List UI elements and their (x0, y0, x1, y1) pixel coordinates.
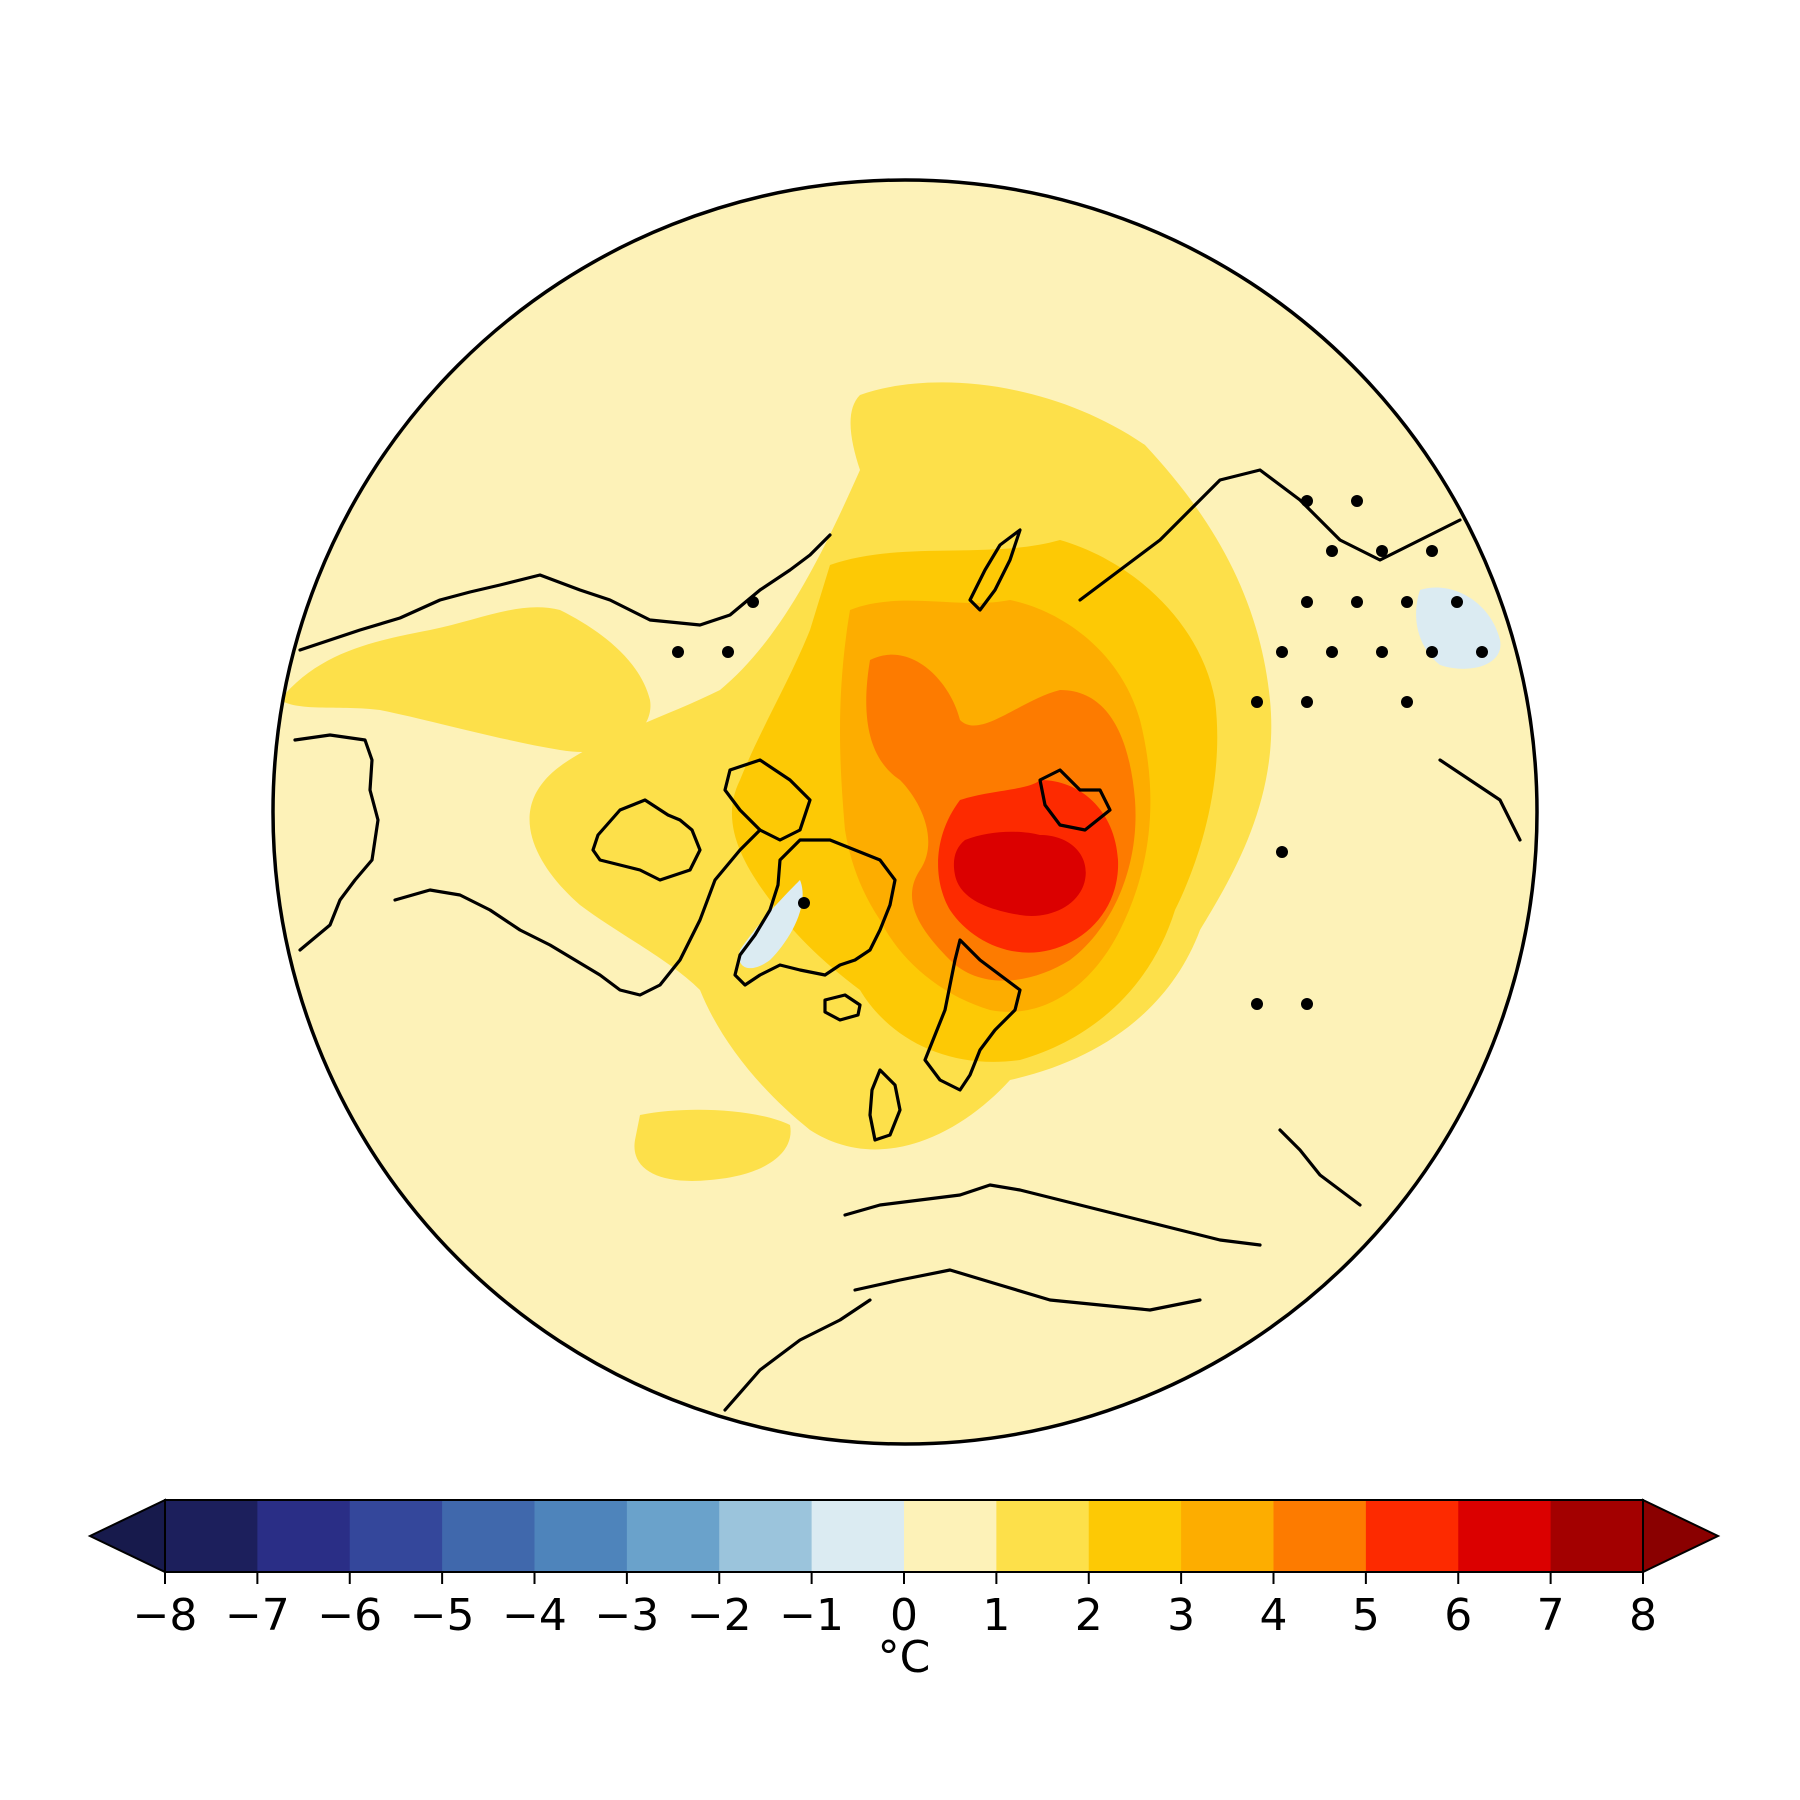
coastline-east-canada (393, 828, 762, 997)
stipple-dot (1326, 545, 1338, 557)
stipple-dot (1301, 696, 1313, 708)
colorbar-cell (257, 1500, 351, 1572)
stipple-dot (1276, 646, 1288, 658)
coastline-britain (868, 1068, 902, 1142)
coastline-kamchatka (1438, 758, 1522, 842)
coastline-alaska (293, 733, 380, 952)
colorbar-cell (719, 1500, 813, 1572)
coastline-north-america (298, 533, 832, 652)
colorbar-cell (626, 1500, 720, 1572)
colorbar-cell (1273, 1500, 1367, 1572)
coastline-iceland (823, 993, 862, 1022)
stipple-dot (1401, 696, 1413, 708)
stipple-dot (1251, 998, 1263, 1010)
colorbar-tick-label: 5 (1352, 1590, 1380, 1641)
colorbar-tick-label: −5 (410, 1590, 475, 1641)
map-border (271, 178, 1539, 1446)
coastlines (293, 468, 1522, 1412)
stipple-dot (1276, 846, 1288, 858)
colorbar-cells (165, 1500, 1644, 1572)
colorbar-tick-label: 4 (1260, 1590, 1288, 1641)
stipple-dot (1301, 495, 1313, 507)
map-disk (271, 178, 1539, 1446)
stipple-dot (672, 646, 684, 658)
stipple-dot (1476, 646, 1488, 658)
colorbar-cell (442, 1500, 535, 1572)
anomaly-region-cooling-greenland (739, 880, 803, 969)
coastline-africa (723, 1298, 872, 1412)
coastline-arctic-archipelago (723, 758, 812, 842)
stipple-dot (1251, 696, 1263, 708)
colorbar-tick-label: 0 (890, 1590, 918, 1641)
colorbar-ticks: −8 −7 −6 −5 −4 −3 −2 −1 0 1 2 3 4 5 6 7 8 (133, 1572, 1657, 1641)
colorbar-cell (534, 1500, 628, 1572)
stipple-dot (1401, 596, 1413, 608)
colorbar-cell (811, 1500, 905, 1572)
colorbar-tick-label: 8 (1629, 1590, 1657, 1641)
colorbar-cell (165, 1500, 258, 1572)
coastline-mediterranean (853, 1268, 1202, 1312)
colorbar: −8 −7 −6 −5 −4 −3 −2 −1 0 1 2 3 4 5 6 7 8 °C (87, 1498, 1721, 1683)
stipple-dot (722, 646, 734, 658)
stipple-dot (798, 897, 810, 909)
colorbar-cell (1550, 1500, 1644, 1572)
anomaly-region-1to2-namerica (280, 607, 651, 752)
coastline-europe (843, 1183, 1262, 1247)
colorbar-cell (996, 1500, 1090, 1572)
colorbar-cell (1365, 1500, 1459, 1572)
colorbar-tick-label: 1 (982, 1590, 1010, 1641)
coastline-east-asia (1278, 1128, 1362, 1207)
coastline-greenland (733, 838, 897, 987)
coastline-russia-north (1038, 768, 1112, 832)
stipple-dot (1351, 495, 1363, 507)
colorbar-cell (904, 1500, 997, 1572)
coastline-hudson-bay (591, 798, 702, 882)
stipple-dot (1376, 646, 1388, 658)
stipple-dot (1326, 646, 1338, 658)
colorbar-tick-label: 3 (1167, 1590, 1195, 1641)
colorbar-cell (349, 1500, 443, 1572)
coastline-siberia (1078, 468, 1462, 602)
stipple-dot (1451, 596, 1463, 608)
colorbar-tick-label: −2 (687, 1590, 752, 1641)
colorbar-tick-label: −8 (133, 1590, 198, 1641)
anomaly-region-1to2-atlantic (634, 1109, 791, 1181)
colorbar-over-extension (1642, 1498, 1721, 1574)
anomaly-region-6to7 (953, 831, 1086, 916)
stipple-dot (1426, 646, 1438, 658)
significance-stippling (672, 495, 1488, 1010)
colorbar-tick-label: 2 (1075, 1590, 1103, 1641)
colorbar-tick-label: 6 (1444, 1590, 1472, 1641)
stipple-dot (747, 596, 759, 608)
colorbar-tick-label: −4 (502, 1590, 567, 1641)
colorbar-tick-label: 7 (1537, 1590, 1565, 1641)
colorbar-cell (1088, 1500, 1182, 1572)
colorbar-tick-label: −1 (779, 1590, 844, 1641)
coastline-scandinavia (923, 938, 1022, 1092)
stipple-dot (1301, 998, 1313, 1010)
anomaly-field (280, 382, 1501, 1181)
stipple-dot (1376, 545, 1388, 557)
stipple-dot (1351, 596, 1363, 608)
colorbar-tick-label: −6 (317, 1590, 382, 1641)
colorbar-under-extension (87, 1498, 166, 1574)
colorbar-tick-label: −7 (225, 1590, 290, 1641)
colorbar-unit-label: °C (878, 1632, 931, 1683)
stipple-dot (1426, 545, 1438, 557)
colorbar-tick-label: −3 (594, 1590, 659, 1641)
stipple-dot (1301, 596, 1313, 608)
coastline-novaya-zemlya (968, 528, 1022, 612)
colorbar-cell (1181, 1500, 1274, 1572)
colorbar-cell (1458, 1500, 1552, 1572)
